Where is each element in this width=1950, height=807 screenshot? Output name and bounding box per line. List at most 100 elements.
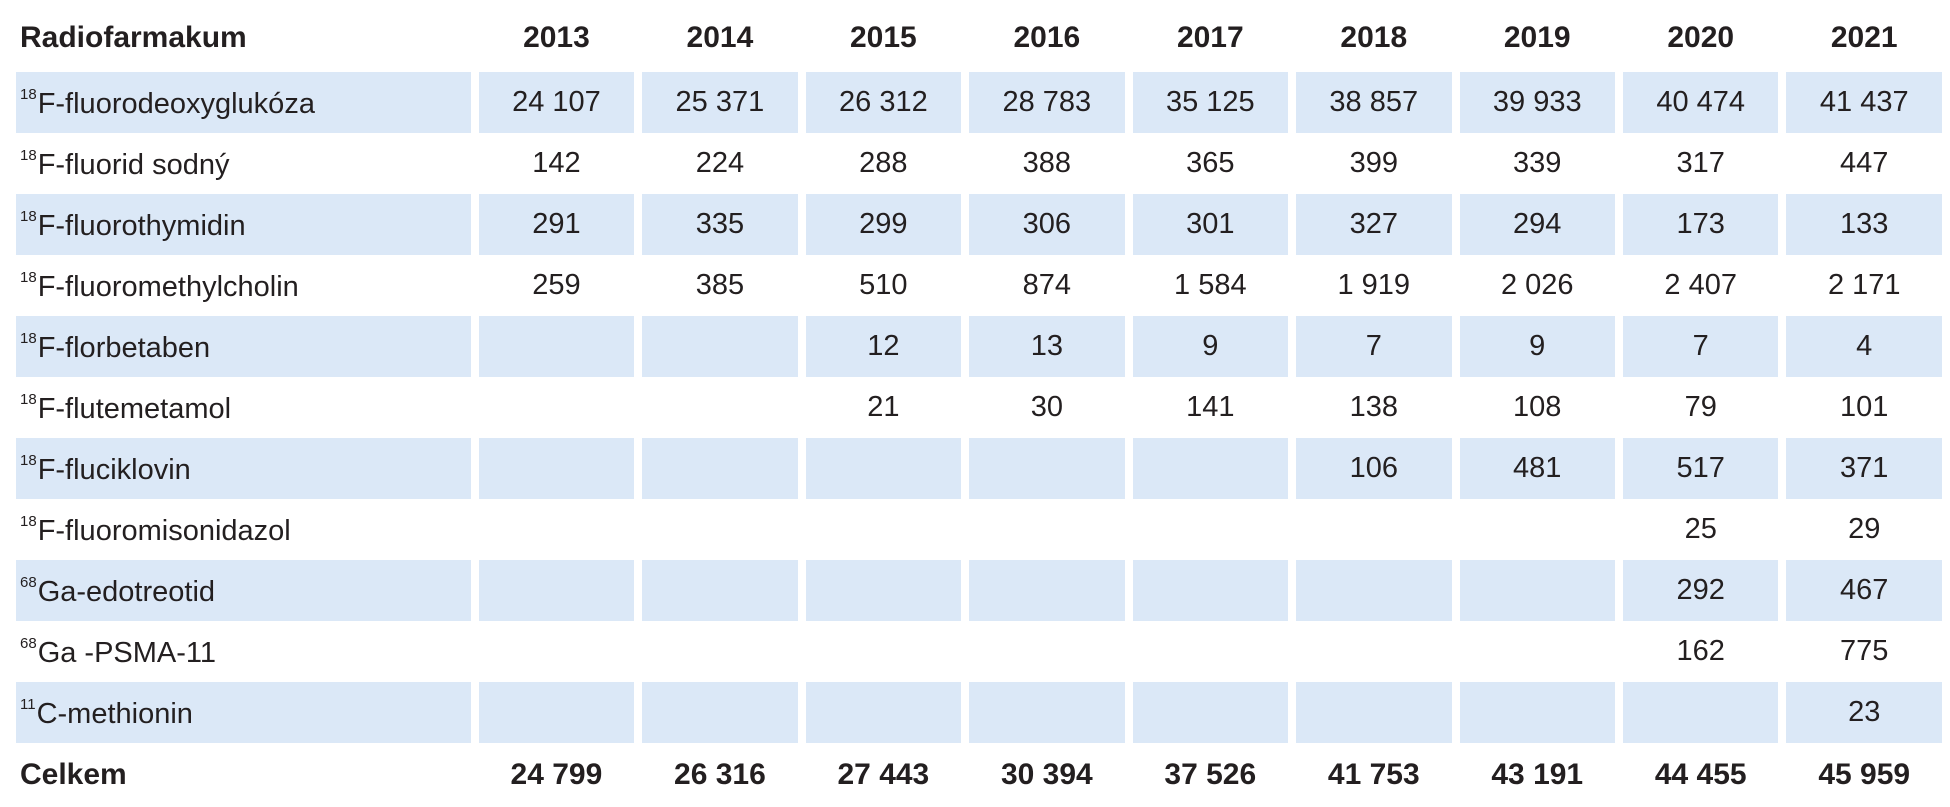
value-cell: [805, 438, 962, 499]
value-cell: 327: [1296, 194, 1452, 255]
value-cell: 874: [1022, 269, 1072, 301]
value-cell: [1132, 438, 1289, 499]
value-cell: 517: [1622, 438, 1779, 499]
value-cell: [969, 499, 1124, 560]
value-cell: [805, 682, 962, 743]
value-cell: 142: [532, 147, 581, 179]
value-cell: 39 933: [1459, 72, 1615, 133]
total-cell: 26 316: [674, 758, 766, 791]
value-cell: 7: [1296, 316, 1452, 377]
value-cell: [478, 560, 635, 621]
value-cell: 481: [1459, 438, 1615, 499]
compound-name: F-fluorothymidin: [37, 209, 246, 242]
compound-name: Ga-edotreotid: [37, 575, 216, 608]
column-header-year: 2020: [1667, 21, 1735, 54]
value-cell: 224: [695, 147, 745, 179]
compound-name: F-flutemetamol: [37, 392, 232, 425]
value-cell: [1296, 499, 1451, 560]
radiopharmaceutical-name: 18F-fluciklovin: [16, 438, 471, 499]
radiopharmaceutical-name: 18F-florbetaben: [16, 316, 471, 377]
value-cell: 447: [1840, 147, 1889, 179]
isotope-mass-number: 18: [20, 268, 37, 286]
value-cell: [479, 377, 634, 438]
compound-name: F-fluoromethylcholin: [37, 270, 299, 303]
value-cell: 162: [1676, 635, 1725, 667]
value-cell: 173: [1622, 194, 1779, 255]
radiopharmaceutical-name: 11C-methionin: [16, 682, 471, 743]
radiopharmaceutical-name: 18F-fluorid sodný: [16, 133, 471, 194]
value-cell: 26 312: [805, 72, 962, 133]
value-cell: [1459, 682, 1615, 743]
value-cell: 101: [1840, 391, 1889, 423]
table-row: 18F-fluciklovin 106 481 517 371: [16, 438, 1942, 499]
table-row: 18F-fluorothymidin 291 335 299 306 301 327 294 1…: [16, 194, 1942, 255]
total-cell: 41 753: [1327, 758, 1420, 791]
value-cell: 24 107: [478, 72, 635, 133]
isotope-mass-number: 18: [20, 207, 37, 225]
value-cell: [1296, 560, 1452, 621]
value-cell: 2 407: [1664, 269, 1737, 301]
table-row: 11C-methionin 23: [16, 682, 1942, 743]
compound-name: F-fluciklovin: [37, 453, 191, 486]
value-cell: [479, 621, 634, 682]
value-cell: 306: [969, 194, 1125, 255]
value-cell: 288: [859, 147, 908, 179]
value-cell: [479, 499, 634, 560]
value-cell: [1460, 621, 1615, 682]
radiopharmaceutical-name: 18F-fluorothymidin: [16, 194, 471, 255]
radiopharmaceutical-name: 18F-fluoromisonidazol: [16, 499, 471, 560]
isotope-mass-number: 18: [20, 451, 37, 469]
value-cell: 2 171: [1827, 269, 1901, 301]
value-cell: [478, 316, 635, 377]
isotope-mass-number: 18: [20, 85, 37, 103]
value-cell: [478, 438, 635, 499]
total-cell: 30 394: [1000, 758, 1093, 791]
column-header-year: 2017: [1176, 21, 1244, 54]
value-cell: 28 783: [969, 72, 1125, 133]
value-cell: 138: [1349, 391, 1398, 423]
radiopharmaceutical-name: 68Ga -PSMA-11: [16, 621, 471, 682]
value-cell: [805, 560, 962, 621]
isotope-mass-number: 18: [20, 390, 37, 408]
isotope-mass-number: 18: [20, 146, 37, 164]
isotope-mass-number: 18: [20, 329, 37, 347]
value-cell: [806, 499, 961, 560]
value-cell: [642, 377, 797, 438]
value-cell: [1296, 682, 1452, 743]
value-cell: 292: [1622, 560, 1779, 621]
value-cell: 399: [1349, 147, 1398, 179]
value-cell: [1296, 621, 1451, 682]
value-cell: [1132, 682, 1289, 743]
value-cell: 1 919: [1337, 269, 1411, 301]
value-cell: [642, 438, 798, 499]
isotope-mass-number: 18: [20, 512, 37, 530]
value-cell: 38 857: [1296, 72, 1452, 133]
value-cell: 12: [805, 316, 962, 377]
compound-name: C-methionin: [36, 697, 193, 730]
value-cell: [1133, 621, 1288, 682]
radiopharmaceutical-table: Radiofarmakum 2013 2014 2015 2016 2017 2…: [8, 4, 1950, 807]
value-cell: [478, 682, 635, 743]
value-cell: 335: [642, 194, 798, 255]
table-row: 18F-fluoromisonidazol 25 29: [16, 499, 1942, 560]
value-cell: 79: [1684, 391, 1717, 423]
total-row: Celkem 24 799 26 316 27 443 30 394 37 52…: [16, 743, 1942, 807]
column-header-year: 2016: [1013, 21, 1081, 54]
value-cell: 291: [478, 194, 635, 255]
value-cell: 13: [969, 316, 1125, 377]
radiopharmaceutical-name: 18F-fluorodeoxyglukóza: [16, 72, 471, 133]
value-cell: 371: [1786, 438, 1942, 499]
value-cell: [1460, 499, 1615, 560]
isotope-mass-number: 68: [20, 573, 37, 591]
value-cell: [642, 316, 798, 377]
header-row: Radiofarmakum 2013 2014 2015 2016 2017 2…: [16, 4, 1942, 72]
value-cell: 385: [695, 269, 745, 301]
value-cell: [969, 621, 1124, 682]
column-header-year: 2021: [1830, 21, 1898, 54]
value-cell: 510: [859, 269, 908, 301]
value-cell: 365: [1186, 147, 1235, 179]
value-cell: 388: [1022, 147, 1072, 179]
value-cell: 4: [1786, 316, 1942, 377]
radiopharmaceutical-name: 18F-flutemetamol: [16, 377, 471, 438]
column-header-radiofarmakum: Radiofarmakum: [20, 21, 247, 54]
